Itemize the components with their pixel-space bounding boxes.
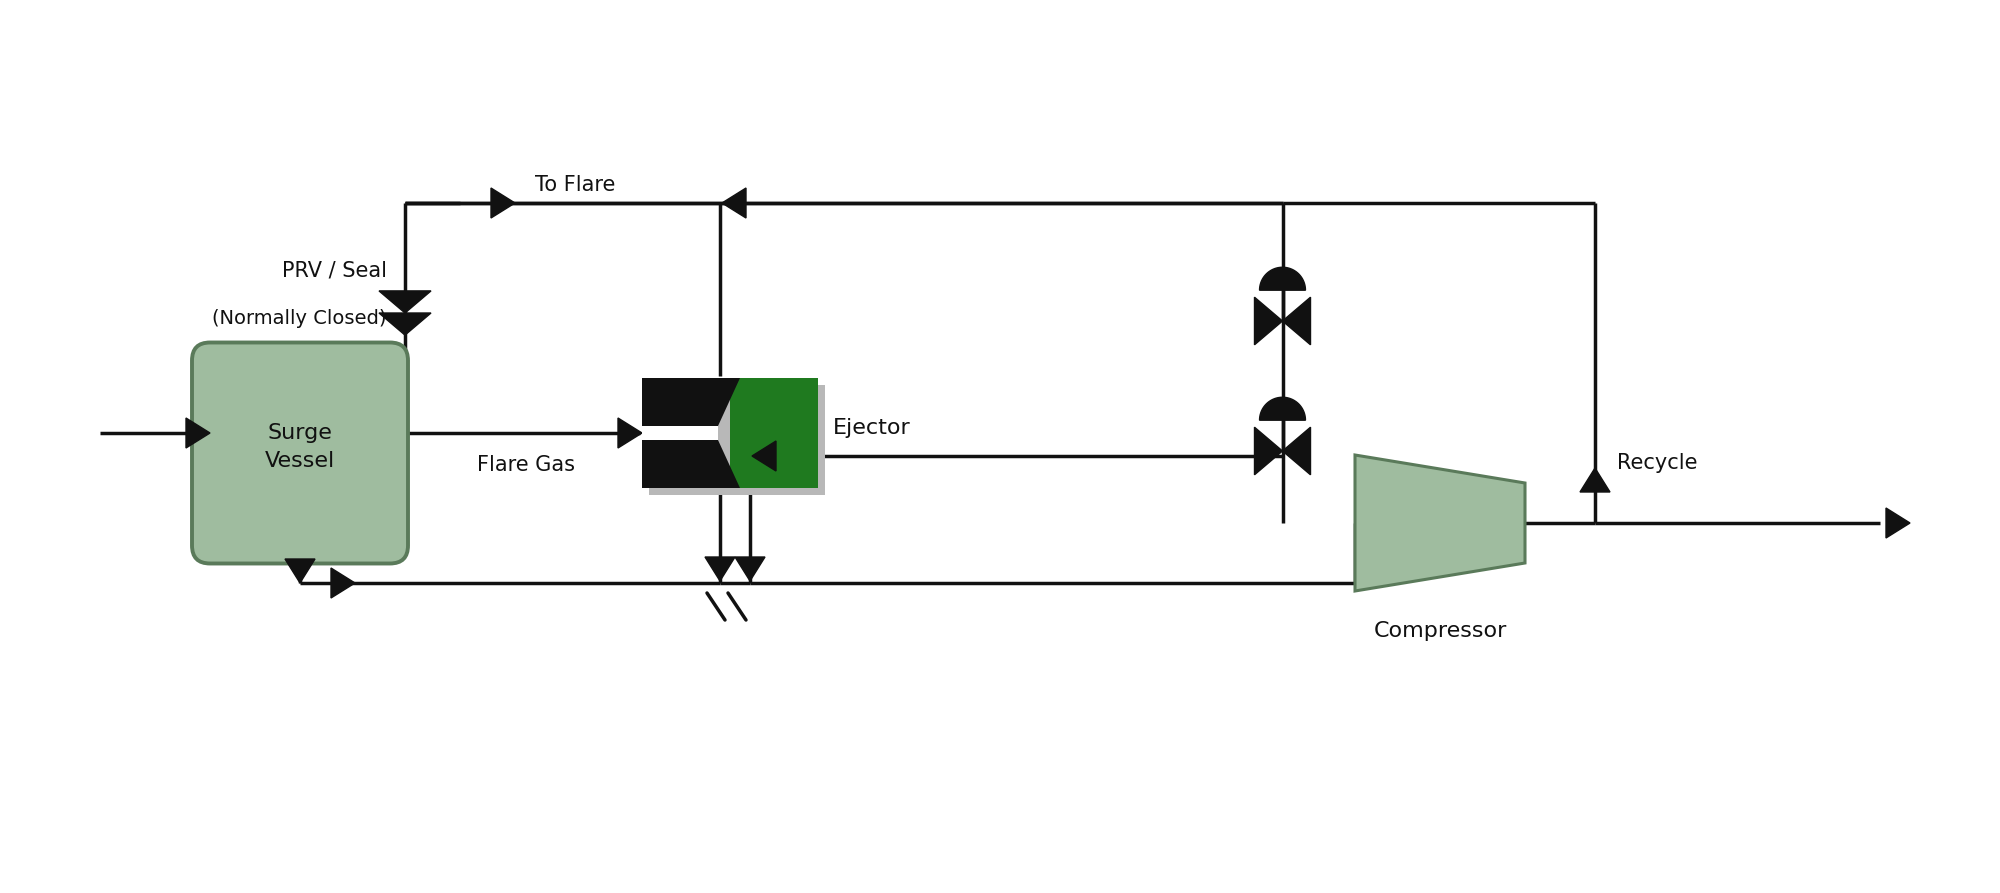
Polygon shape [490, 188, 516, 218]
Polygon shape [1254, 427, 1282, 475]
Polygon shape [1282, 427, 1310, 475]
Text: PRV / Seal: PRV / Seal [282, 261, 386, 281]
Text: To Flare: To Flare [536, 175, 616, 195]
Text: Compressor: Compressor [1374, 621, 1506, 641]
Text: (Normally Closed): (Normally Closed) [212, 308, 386, 328]
Polygon shape [380, 313, 430, 335]
Polygon shape [722, 188, 746, 218]
Polygon shape [642, 378, 740, 426]
Polygon shape [752, 441, 776, 471]
Polygon shape [1356, 455, 1526, 591]
Polygon shape [380, 291, 430, 313]
Polygon shape [618, 418, 642, 448]
Polygon shape [330, 568, 356, 598]
Text: Recycle: Recycle [1616, 453, 1698, 473]
Polygon shape [642, 426, 718, 440]
Polygon shape [648, 385, 826, 495]
Polygon shape [736, 557, 764, 581]
Text: Ejector: Ejector [832, 418, 910, 438]
Polygon shape [1580, 468, 1610, 492]
Polygon shape [286, 559, 316, 583]
Polygon shape [730, 378, 818, 488]
Polygon shape [1254, 297, 1282, 345]
Polygon shape [1886, 508, 1910, 538]
Text: Flare Gas: Flare Gas [476, 455, 574, 475]
Text: Surge
Vessel: Surge Vessel [264, 423, 336, 471]
FancyBboxPatch shape [192, 343, 408, 563]
Polygon shape [1282, 297, 1310, 345]
Polygon shape [704, 557, 736, 581]
Polygon shape [1260, 267, 1306, 290]
Polygon shape [642, 440, 740, 488]
Polygon shape [186, 418, 210, 448]
Polygon shape [1260, 397, 1306, 421]
